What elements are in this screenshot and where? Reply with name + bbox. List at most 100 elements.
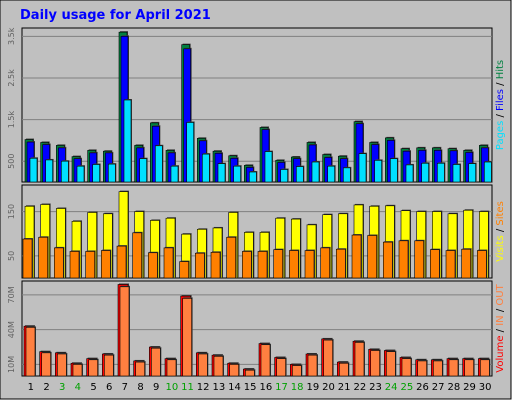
plot-area [21, 280, 493, 377]
x-label-20: 20 [322, 382, 335, 393]
x-label-15: 15 [244, 382, 257, 393]
bar-pages-8 [139, 158, 147, 183]
y-tick-label: 70M [7, 286, 16, 303]
axis-label-part: / [495, 79, 506, 89]
bar-pages-23 [374, 160, 382, 183]
y-tick-label: 150 [7, 204, 16, 219]
y-tick-label: 10M [7, 356, 16, 373]
bar-in-11 [182, 298, 192, 377]
bar-pages-25 [405, 164, 414, 183]
bar-in-18 [292, 365, 302, 377]
axis-label-visits-sites: Visits / Sites [495, 201, 506, 262]
x-label-9: 9 [153, 382, 159, 393]
bar-sites-25 [398, 240, 409, 279]
bar-sites-14 [226, 236, 236, 279]
bar-in-23 [370, 350, 380, 377]
bar-in-17 [276, 358, 286, 377]
bar-pages-10 [170, 165, 179, 183]
bar-sites-16 [257, 251, 268, 279]
bar-sites-9 [148, 252, 158, 279]
bar-sites-2 [38, 236, 48, 279]
axis-label-part: / [495, 111, 506, 121]
bar-sites-7 [116, 245, 127, 279]
bar-in-22 [354, 342, 365, 377]
bar-sites-5 [85, 251, 95, 279]
x-label-16: 16 [259, 382, 272, 393]
panels: 500 1.5k 2.5k 3.5k Pages / Files / Hits 50 150… [7, 27, 506, 377]
bar-pages-14 [233, 165, 241, 183]
x-label-18: 18 [291, 382, 304, 393]
bar-sites-8 [132, 232, 142, 279]
bar-sites-24 [383, 241, 393, 279]
bar-pages-13 [217, 163, 226, 183]
bar-sites-11 [179, 261, 189, 279]
bar-in-2 [41, 352, 51, 377]
bar-in-26 [417, 360, 427, 377]
y-tick-label: 50 [7, 251, 16, 261]
bar-sites-17 [273, 249, 283, 279]
bar-in-5 [88, 359, 98, 377]
x-label-22: 22 [353, 382, 366, 393]
x-label-5: 5 [90, 382, 96, 393]
bar-in-19 [307, 354, 318, 377]
bar-in-4 [72, 364, 83, 377]
bar-pages-28 [452, 164, 461, 183]
bar-pages-11 [186, 122, 194, 183]
bar-in-1 [25, 327, 36, 377]
x-label-2: 2 [43, 382, 49, 393]
axis-label-part: IN [495, 315, 506, 325]
axis-label-volume: Volume / IN / OUT [495, 283, 506, 372]
x-label-24: 24 [385, 382, 398, 393]
bar-sites-3 [54, 247, 64, 279]
chart-title: Daily usage for April 2021 [20, 8, 211, 23]
bar-in-16 [260, 344, 271, 377]
x-label-26: 26 [416, 382, 429, 393]
bar-in-27 [433, 360, 443, 377]
bar-pages-22 [358, 153, 367, 183]
x-label-19: 19 [306, 382, 319, 393]
bar-sites-30 [477, 250, 487, 279]
bar-sites-29 [461, 248, 471, 279]
bar-sites-19 [304, 250, 315, 279]
x-label-25: 25 [400, 382, 413, 393]
bar-sites-10 [163, 247, 174, 279]
x-label-10: 10 [165, 382, 178, 393]
axis-label-hits-files-pages: Pages / Files / Hits [495, 60, 506, 150]
bar-pages-9 [155, 145, 163, 183]
plot-area [21, 27, 493, 183]
x-label-14: 14 [228, 382, 241, 393]
x-label-4: 4 [75, 382, 81, 393]
x-label-29: 29 [463, 382, 476, 393]
bar-pages-16 [264, 151, 273, 183]
x-label-1: 1 [28, 382, 34, 393]
x-label-12: 12 [197, 382, 210, 393]
bar-sites-22 [351, 234, 362, 279]
bar-in-13 [213, 356, 224, 377]
x-label-23: 23 [369, 382, 382, 393]
bar-in-14 [229, 364, 239, 377]
axis-label-part: Sites [495, 201, 506, 225]
x-label-28: 28 [447, 382, 460, 393]
bar-sites-27 [430, 249, 440, 279]
x-label-17: 17 [275, 382, 288, 393]
axis-label-part: / [495, 306, 506, 316]
axis-label-part: Volume [495, 336, 506, 373]
bar-pages-7 [123, 99, 132, 183]
y-tick-label: 500 [7, 154, 16, 169]
bar-pages-30 [484, 161, 492, 183]
bar-pages-27 [437, 162, 445, 183]
bar-sites-1 [22, 238, 33, 279]
plot-area [21, 184, 493, 279]
y-tick-label: 1.5k [7, 111, 16, 129]
axis-label-part: OUT [495, 283, 506, 305]
x-label-8: 8 [137, 382, 143, 393]
bar-in-12 [198, 353, 208, 377]
bar-sites-20 [320, 247, 330, 279]
x-label-21: 21 [338, 382, 351, 393]
bar-pages-4 [76, 165, 85, 183]
bar-in-25 [401, 358, 412, 377]
axis-label-part: / [495, 226, 506, 236]
bar-in-10 [166, 359, 177, 377]
